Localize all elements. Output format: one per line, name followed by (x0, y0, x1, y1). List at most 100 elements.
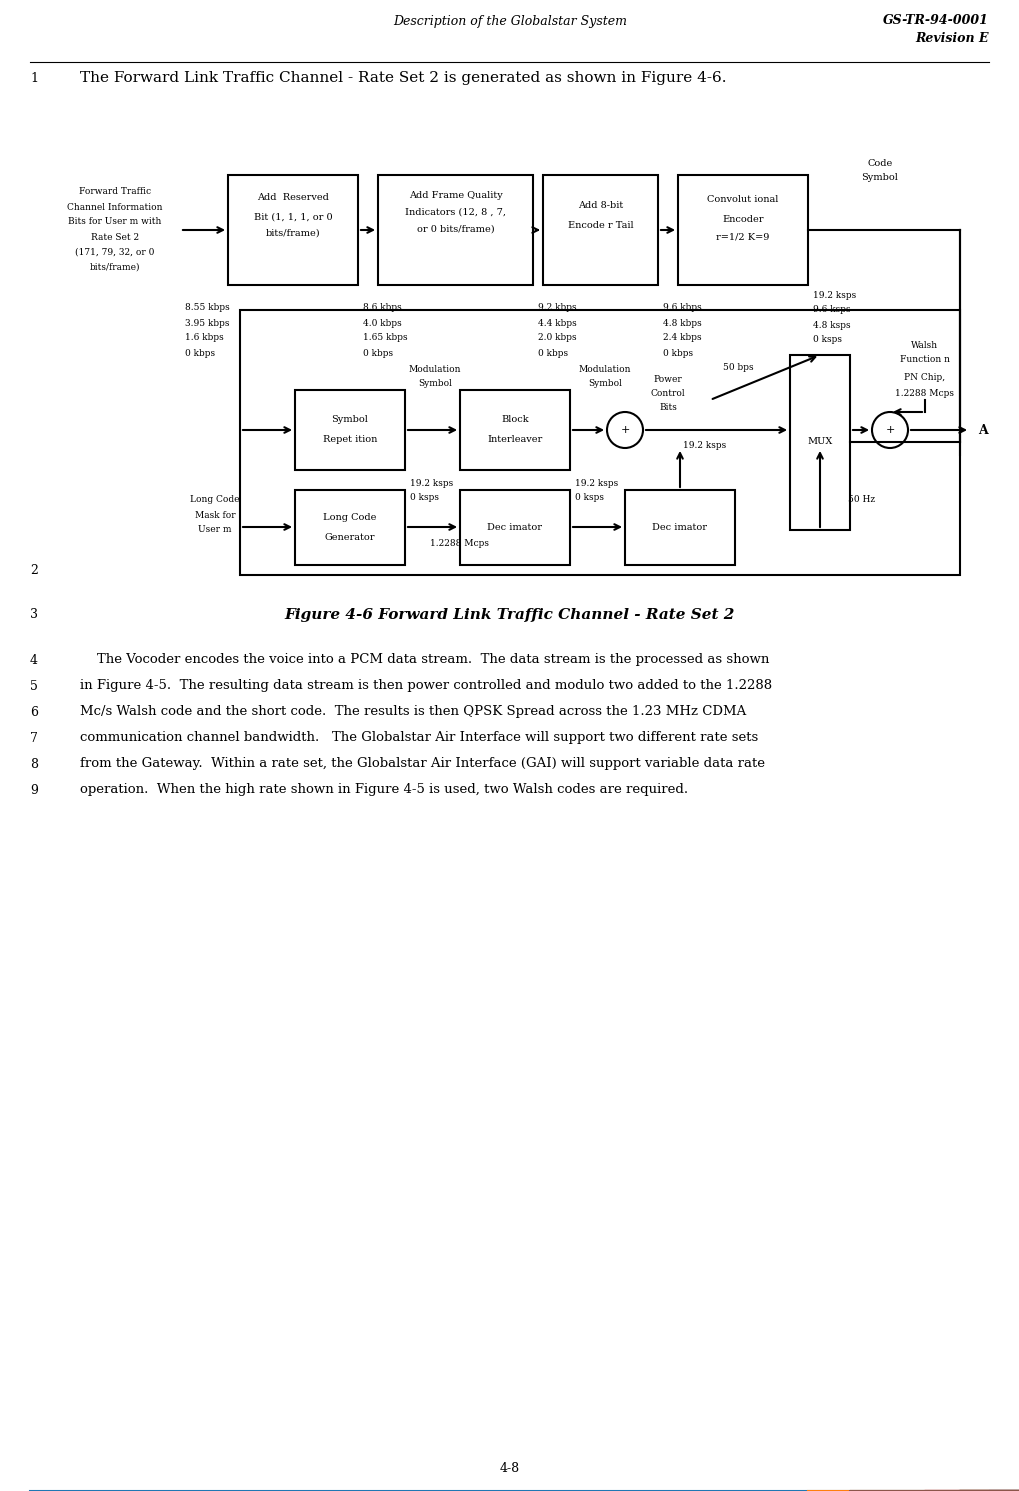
Text: bits/frame): bits/frame) (266, 228, 320, 237)
Text: Symbol: Symbol (588, 379, 622, 388)
Bar (240, 310, 960, 576)
Text: 9.2 kbps: 9.2 kbps (538, 304, 577, 313)
Text: 50 bps: 50 bps (722, 364, 753, 373)
Text: 4.4 kbps: 4.4 kbps (538, 319, 577, 328)
Text: Generator: Generator (325, 532, 375, 541)
Circle shape (872, 412, 908, 447)
Text: Description of the Globalstar System: Description of the Globalstar System (393, 15, 627, 28)
Text: MUX: MUX (807, 437, 833, 446)
Bar (543, 174, 658, 285)
Text: Code: Code (867, 158, 893, 167)
Text: 2.0 kbps: 2.0 kbps (538, 334, 577, 343)
Text: Mask for: Mask for (195, 510, 235, 519)
Text: 0 ksps: 0 ksps (575, 494, 604, 502)
Text: Control: Control (651, 389, 686, 398)
Bar (460, 491, 570, 565)
Text: 0 ksps: 0 ksps (813, 335, 842, 344)
Text: Repet ition: Repet ition (323, 435, 377, 444)
Text: 1.6 kbps: 1.6 kbps (185, 334, 224, 343)
Text: 1.2288 Mcps: 1.2288 Mcps (896, 389, 955, 398)
Text: Revision E: Revision E (915, 31, 989, 45)
Text: Add 8-bit: Add 8-bit (578, 200, 624, 210)
Text: Symbol: Symbol (418, 379, 452, 388)
Text: 8: 8 (30, 757, 38, 771)
Text: GS-TR-94-0001: GS-TR-94-0001 (883, 13, 989, 27)
Text: Rate Set 2: Rate Set 2 (91, 233, 139, 242)
Text: 19.2 ksps: 19.2 ksps (410, 479, 453, 488)
Bar (378, 174, 533, 285)
Text: Forward Traffic: Forward Traffic (78, 188, 151, 197)
Text: 4-8: 4-8 (500, 1461, 520, 1475)
Text: Bits for User m with: Bits for User m with (68, 218, 162, 227)
Text: 0 kbps: 0 kbps (663, 349, 693, 358)
Text: Long Code: Long Code (191, 495, 239, 504)
Text: 1.65 kbps: 1.65 kbps (363, 334, 408, 343)
Text: 8.6 kbps: 8.6 kbps (363, 304, 401, 313)
Text: 50 Hz: 50 Hz (849, 495, 875, 504)
Text: r=1/2 K=9: r=1/2 K=9 (716, 233, 769, 242)
Bar (228, 174, 358, 285)
Bar (790, 355, 850, 529)
Text: PN Chip,: PN Chip, (905, 374, 946, 383)
Text: 3: 3 (30, 608, 38, 622)
Text: 4.0 kbps: 4.0 kbps (363, 319, 401, 328)
Text: 2.4 kbps: 2.4 kbps (663, 334, 702, 343)
Text: Long Code: Long Code (323, 513, 377, 522)
Text: Figure 4-6 Forward Link Traffic Channel - Rate Set 2: Figure 4-6 Forward Link Traffic Channel … (285, 608, 735, 622)
Text: 0 ksps: 0 ksps (410, 494, 439, 502)
Text: communication channel bandwidth.   The Globalstar Air Interface will support two: communication channel bandwidth. The Glo… (81, 732, 758, 744)
Text: Modulation: Modulation (409, 365, 462, 374)
Text: Symbol: Symbol (861, 173, 899, 182)
Text: bits/frame): bits/frame) (90, 262, 141, 271)
Bar (625, 491, 735, 565)
Text: 5: 5 (30, 680, 38, 692)
Text: Encoder: Encoder (722, 216, 764, 225)
Text: Block: Block (501, 416, 529, 425)
Text: Function n: Function n (900, 355, 950, 364)
Text: Channel Information: Channel Information (67, 203, 163, 212)
Text: Power: Power (653, 376, 683, 385)
Text: 3.95 kbps: 3.95 kbps (185, 319, 229, 328)
Text: 0 kbps: 0 kbps (538, 349, 569, 358)
Text: Bits: Bits (659, 404, 677, 413)
Text: 9.6 ksps: 9.6 ksps (813, 306, 851, 315)
Text: (171, 79, 32, or 0: (171, 79, 32, or 0 (75, 248, 155, 256)
Text: 2: 2 (30, 564, 38, 577)
Text: Indicators (12, 8 , 7,: Indicators (12, 8 , 7, (405, 207, 506, 216)
Text: User m: User m (199, 525, 231, 534)
Text: 4.8 ksps: 4.8 ksps (813, 321, 851, 330)
Text: Dec imator: Dec imator (652, 522, 707, 531)
Text: or 0 bits/frame): or 0 bits/frame) (417, 225, 494, 234)
Text: 19.2 ksps: 19.2 ksps (575, 479, 619, 488)
Text: 6: 6 (30, 705, 38, 719)
Text: 0 kbps: 0 kbps (185, 349, 215, 358)
Text: +: + (621, 425, 630, 435)
Bar (678, 174, 808, 285)
Text: Add  Reserved: Add Reserved (257, 192, 329, 201)
Text: 1.2288 Mcps: 1.2288 Mcps (430, 538, 489, 547)
Circle shape (607, 412, 643, 447)
Bar (460, 391, 570, 470)
Text: Encode r Tail: Encode r Tail (568, 221, 634, 230)
Text: 19.2 ksps: 19.2 ksps (813, 291, 856, 300)
Text: in Figure 4-5.  The resulting data stream is then power controlled and modulo tw: in Figure 4-5. The resulting data stream… (81, 680, 772, 692)
Text: 8.55 kbps: 8.55 kbps (185, 304, 229, 313)
Text: Add Frame Quality: Add Frame Quality (409, 191, 502, 200)
Text: A: A (978, 423, 987, 437)
Text: 7: 7 (30, 732, 38, 744)
Bar (294, 391, 405, 470)
Text: The Forward Link Traffic Channel - Rate Set 2 is generated as shown in Figure 4-: The Forward Link Traffic Channel - Rate … (81, 72, 727, 85)
Text: Modulation: Modulation (579, 365, 631, 374)
Text: Interleaver: Interleaver (487, 435, 543, 444)
Text: 19.2 ksps: 19.2 ksps (684, 440, 727, 449)
Text: 4.8 kbps: 4.8 kbps (663, 319, 702, 328)
Text: The Vocoder encodes the voice into a PCM data stream.  The data stream is the pr: The Vocoder encodes the voice into a PCM… (81, 653, 769, 666)
Text: Walsh: Walsh (911, 340, 938, 349)
Text: Bit (1, 1, 1, or 0: Bit (1, 1, 1, or 0 (254, 213, 332, 222)
Text: Mc/s Walsh code and the short code.  The results is then QPSK Spread across the : Mc/s Walsh code and the short code. The … (81, 705, 746, 719)
Text: Convolut ional: Convolut ional (707, 195, 779, 204)
Text: 4: 4 (30, 653, 38, 666)
Text: +: + (886, 425, 895, 435)
Text: operation.  When the high rate shown in Figure 4-5 is used, two Walsh codes are : operation. When the high rate shown in F… (81, 783, 688, 796)
Text: 1: 1 (30, 72, 38, 85)
